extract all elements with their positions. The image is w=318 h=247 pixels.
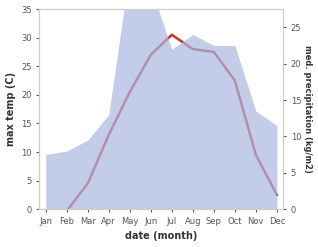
Y-axis label: max temp (C): max temp (C) [5,72,16,146]
X-axis label: date (month): date (month) [125,231,197,242]
Y-axis label: med. precipitation (kg/m2): med. precipitation (kg/m2) [303,45,313,173]
